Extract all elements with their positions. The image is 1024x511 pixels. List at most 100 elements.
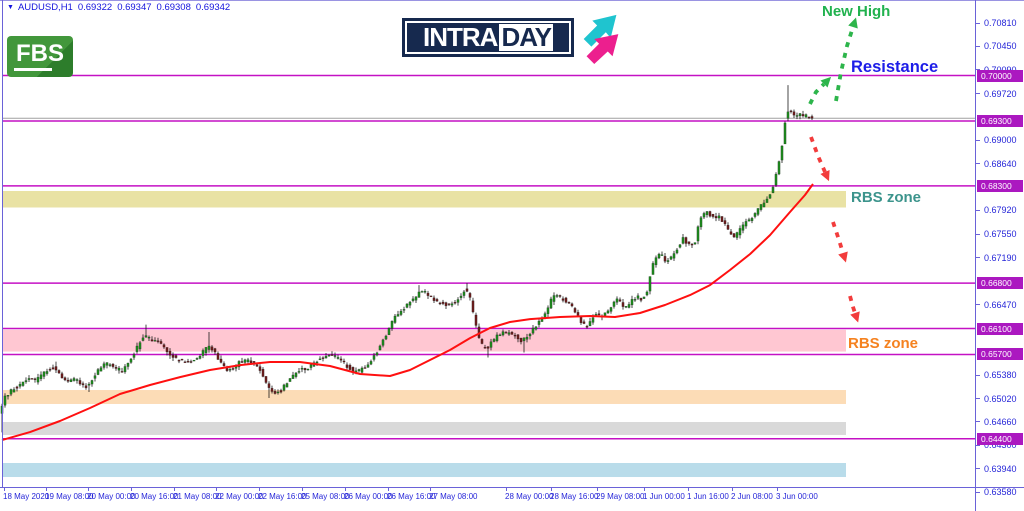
time-tick [551,488,552,491]
time-tick [644,488,645,491]
time-axis-label: 27 May 08:00 [429,492,478,501]
time-axis-label: 22 May 00:00 [215,492,264,501]
annotation-new-high: New High [822,3,891,20]
price-tick [976,233,980,235]
price-tick [976,444,980,446]
chart-header: ▼ AUDUSD,H1 0.69322 0.69347 0.69308 0.69342 [7,2,235,13]
price-tick [976,468,980,470]
price-axis[interactable]: 0.708100.704500.700900.697200.690000.686… [976,0,1024,497]
price-tick [976,398,980,400]
time-axis-label: 2 Jun 08:00 [731,492,773,501]
symbol-timeframe: AUDUSD,H1 [17,2,73,13]
time-tick [302,488,303,491]
price-axis-label: 0.64660 [984,416,1017,427]
price-level-badge: 0.70000 [977,69,1023,82]
time-tick [259,488,260,491]
red-arrow-pullback-1 [809,136,830,182]
price-level-badge: 0.68300 [977,179,1023,192]
price-axis-label: 0.68640 [984,158,1017,169]
price-axis-label: 0.67190 [984,252,1017,263]
annotation-rbs-zone-upper: RBS zone [851,189,922,206]
supply-demand-zones [3,191,846,478]
intraday-zigzag-arrows-icon [583,14,619,64]
time-axis-label: 26 May 16:00 [387,492,436,501]
red-arrow-pullback-2 [831,221,848,263]
price-low: 0.69308 [156,2,191,13]
fbs-logo: FBS [7,36,73,77]
price-tick [976,22,980,24]
time-tick [345,488,346,491]
time-tick [777,488,778,491]
green-arrow-retest [808,76,832,105]
time-axis-label: 20 May 00:00 [87,492,136,501]
time-axis-label: 3 Jun 00:00 [776,492,818,501]
price-axis-label: 0.67920 [984,205,1017,216]
price-axis-label: 0.69000 [984,135,1017,146]
price-level-badge: 0.69300 [977,114,1023,127]
time-tick [174,488,175,491]
time-axis-divider [0,487,1024,488]
price-axis-label: 0.63940 [984,463,1017,474]
chevron-down-icon[interactable]: ▼ [7,4,14,11]
red-arrow-pullback-3 [848,295,860,323]
green-arrow-to-new-high [834,17,858,102]
price-level-badge: 0.64400 [977,432,1023,445]
window-border-left [2,0,3,487]
time-axis-label: 19 May 08:00 [45,492,94,501]
time-axis[interactable]: 18 May 2020 19 May 08:00 20 May 00:00 20 Ma… [0,488,1024,511]
price-tick [976,93,980,95]
time-tick [732,488,733,491]
time-axis-label: 28 May 16:00 [550,492,599,501]
price-axis-label: 0.67550 [984,229,1017,240]
price-axis-label: 0.69720 [984,88,1017,99]
time-axis-label: 29 May 08:00 [596,492,645,501]
zone-gray-band [3,422,846,435]
time-axis-label: 21 May 08:00 [173,492,222,501]
time-tick [688,488,689,491]
price-close: 0.69342 [195,2,231,13]
window-border-top [0,0,1024,1]
time-tick [388,488,389,491]
candlesticks [0,85,814,433]
zone-rbs-upper-band [3,191,846,208]
price-tick [976,421,980,423]
time-tick [506,488,507,491]
time-axis-label: 28 May 00:00 [505,492,554,501]
intraday-logo-text-intra: INTRA [423,22,498,52]
price-level-badge: 0.65700 [977,348,1023,361]
zone-blue-band [3,463,846,478]
time-tick [4,488,5,491]
price-axis-label: 0.66470 [984,299,1017,310]
time-tick [597,488,598,491]
time-tick [216,488,217,491]
price-axis-divider [975,0,976,511]
time-axis-label: 26 May 00:00 [344,492,393,501]
time-tick [88,488,89,491]
price-high: 0.69347 [117,2,152,13]
time-axis-label: 1 Jun 16:00 [687,492,729,501]
zone-rbs-lower-band [3,329,846,352]
time-tick [430,488,431,491]
price-tick [976,209,980,211]
time-axis-label: 18 May 2020 [3,492,50,501]
annotation-resistance: Resistance [851,58,939,76]
price-tick [976,45,980,47]
price-tick [976,374,980,376]
fbs-logo-text: FBS [16,40,64,67]
price-axis-label: 0.65020 [984,393,1017,404]
price-tick [976,304,980,306]
annotation-rbs-zone-lower: RBS zone [848,335,919,352]
price-level-badge: 0.66100 [977,322,1023,335]
price-open: 0.69322 [77,2,113,13]
price-tick [976,139,980,141]
time-axis-label: 1 Jun 00:00 [643,492,685,501]
price-tick [976,163,980,165]
zone-peach-band [3,390,846,404]
intraday-logo: INTRA DAY [402,18,574,57]
time-tick [131,488,132,491]
price-axis-label: 0.63580 [984,487,1017,497]
price-axis-label: 0.65380 [984,370,1017,381]
price-axis-label: 0.70810 [984,18,1017,28]
